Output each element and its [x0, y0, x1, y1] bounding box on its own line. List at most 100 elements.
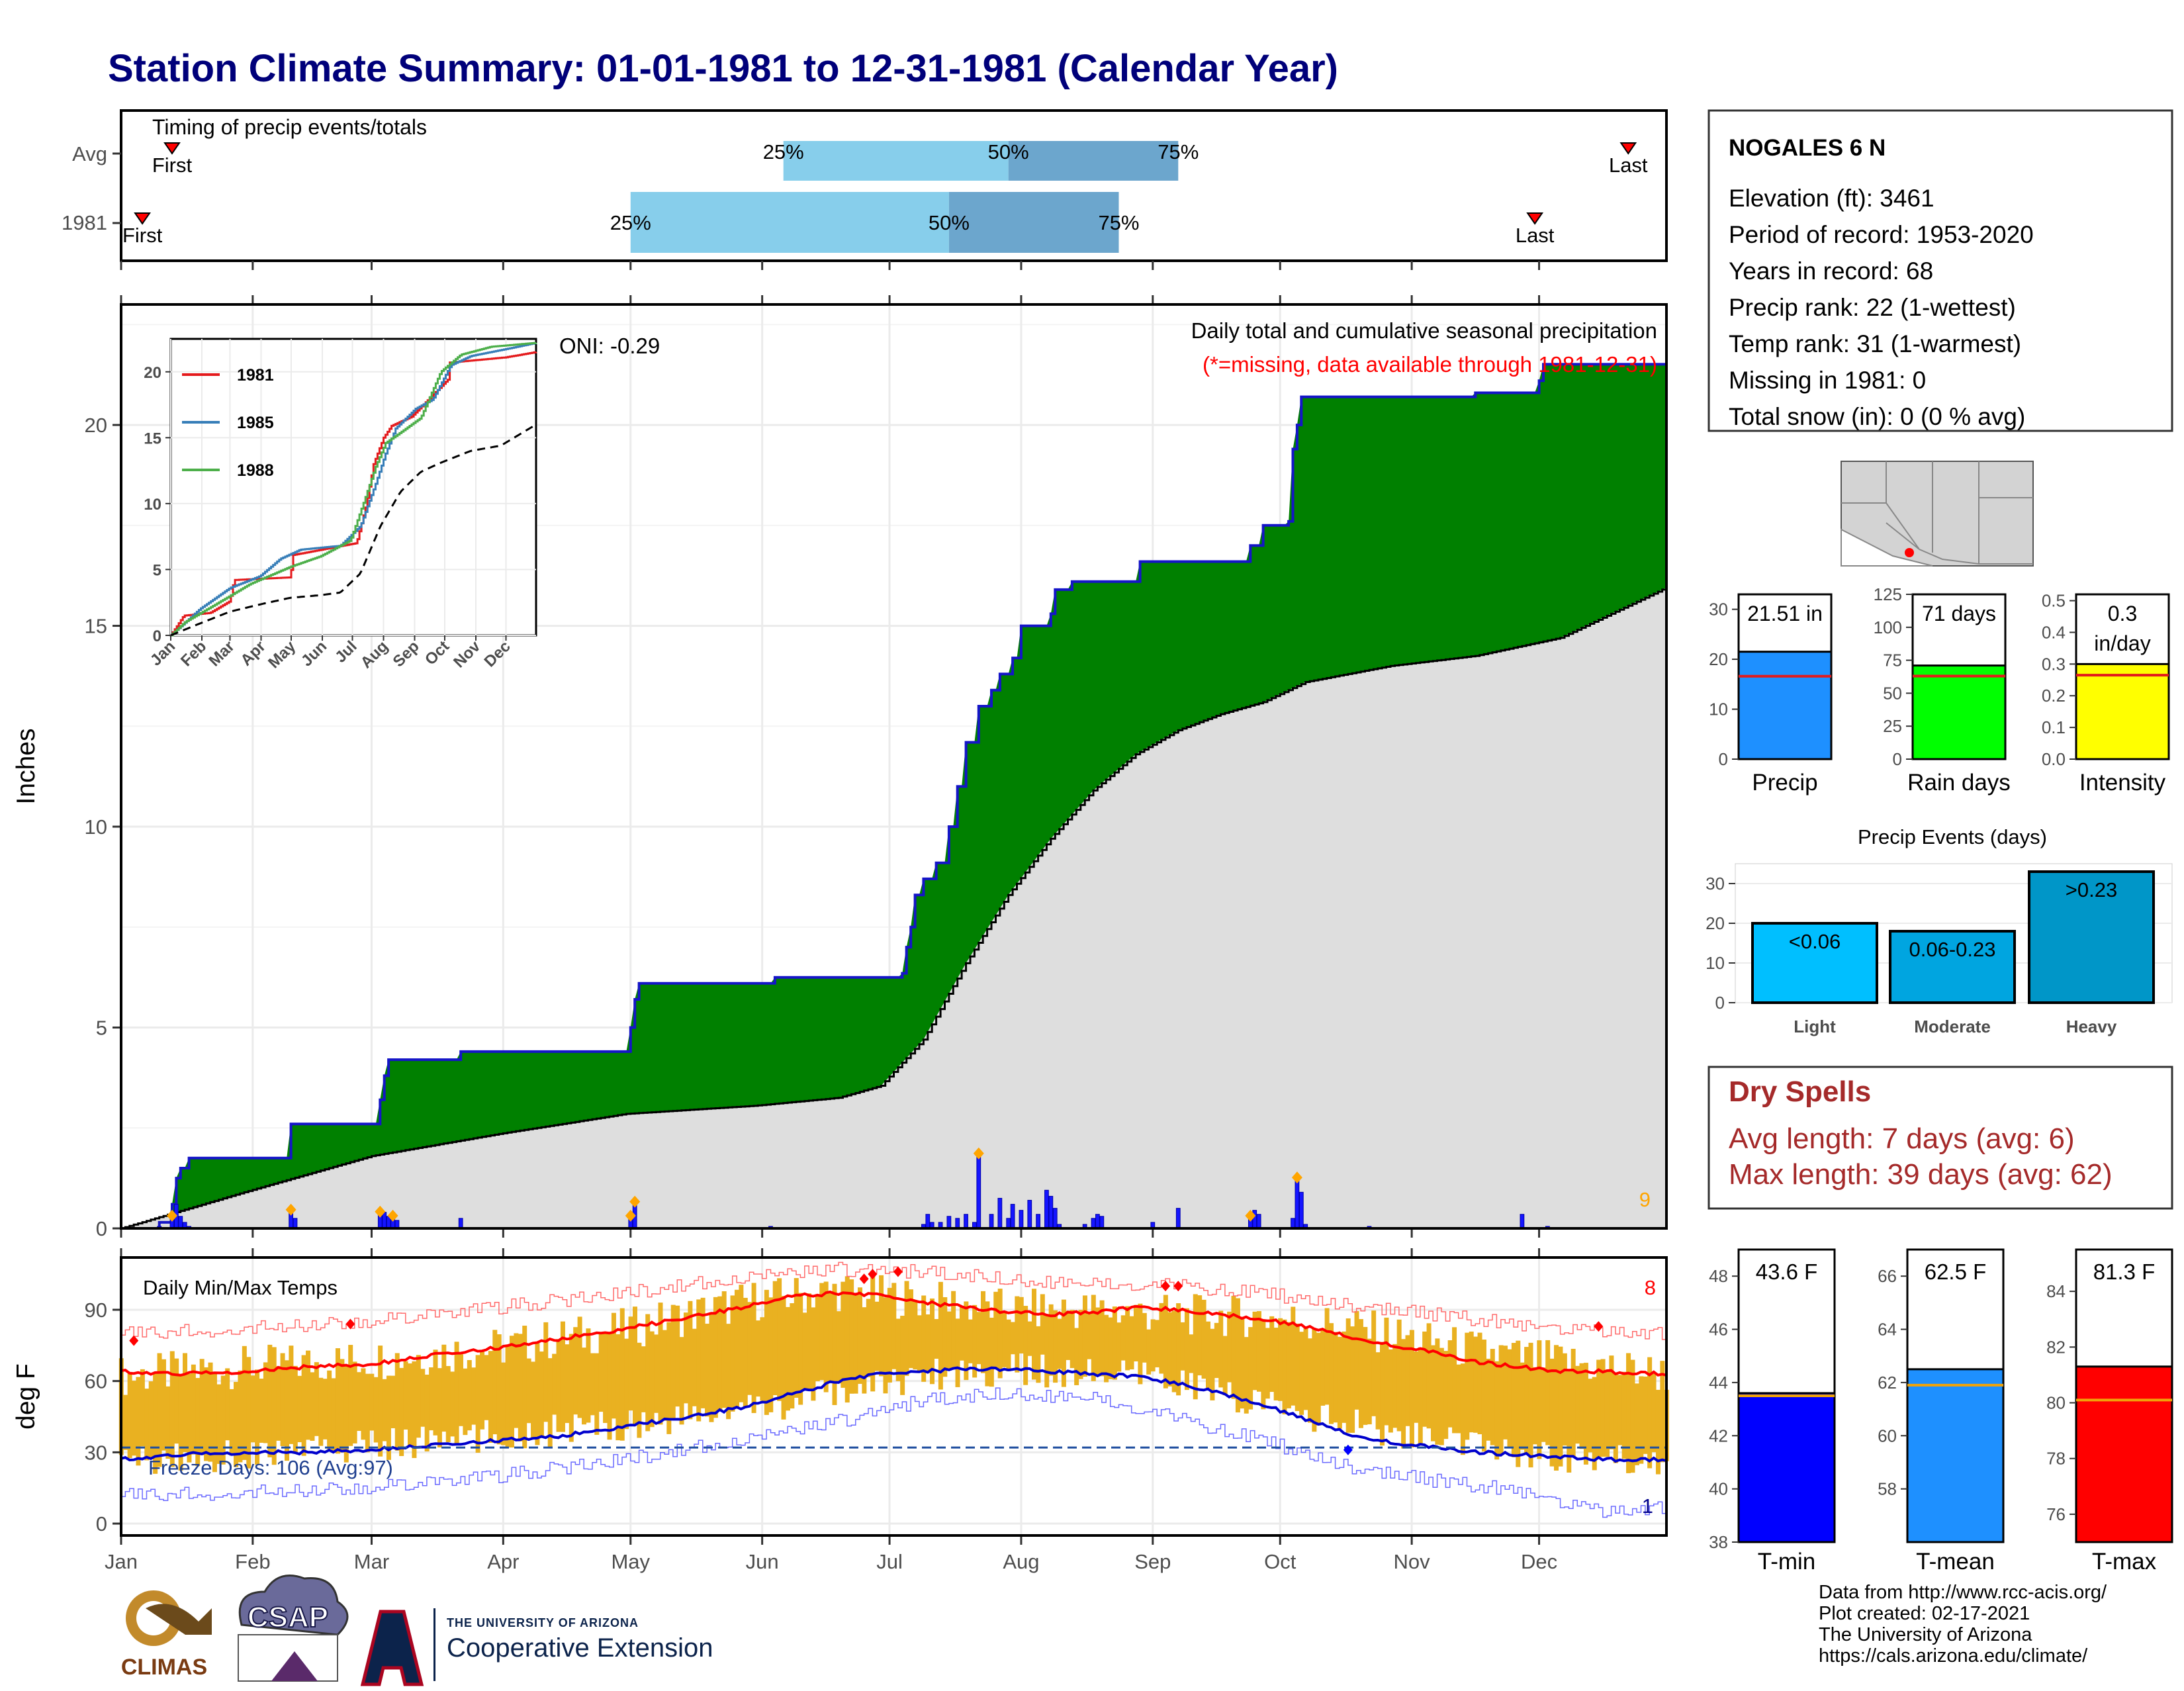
temp-bar-ytick-label: 44	[1709, 1373, 1728, 1393]
daily-temp-range-bar	[654, 1334, 659, 1413]
daily-temp-range-bar	[683, 1312, 688, 1404]
footer-website[interactable]: https://cals.arizona.edu/climate/	[1819, 1645, 2088, 1667]
daily-temp-range-bar	[607, 1332, 612, 1440]
daily-precip-bar	[1256, 1214, 1261, 1229]
daily-precip-bar	[1298, 1191, 1304, 1229]
month-label: Aug	[1003, 1550, 1039, 1573]
daily-temp-range-bar	[1184, 1308, 1189, 1391]
timing-q25-label: 25%	[610, 211, 651, 234]
inset-legend-label: 1985	[237, 414, 274, 432]
daily-temp-range-bar	[1248, 1327, 1253, 1410]
daily-temp-range-bar	[981, 1291, 986, 1373]
daily-temp-range-bar	[679, 1337, 684, 1425]
daily-temp-range-bar	[1269, 1316, 1275, 1393]
daily-temp-range-bar	[760, 1317, 765, 1401]
daily-temp-range-bar	[1634, 1383, 1639, 1465]
inset-series-1988	[171, 342, 537, 637]
daily-temp-range-bar	[1078, 1310, 1083, 1379]
daily-temp-range-bar	[1545, 1340, 1551, 1445]
daily-temp-range-bar	[1142, 1312, 1147, 1363]
cumulative-1981-line	[121, 363, 1666, 1230]
daily-temp-range-bar	[556, 1339, 561, 1432]
daily-temp-range-bar	[1053, 1310, 1058, 1383]
precip-ytick-label: 5	[96, 1017, 107, 1040]
dry-spells-avg: Avg length: 7 days (avg: 6)	[1729, 1122, 2075, 1155]
daily-temp-range-bar	[785, 1306, 790, 1411]
daily-temp-range-bar	[1329, 1323, 1334, 1424]
events-bar-label: Light	[1794, 1017, 1836, 1036]
temp-bar-label: T-mean	[1916, 1549, 1995, 1575]
daily-temp-range-bar	[730, 1295, 735, 1412]
station-period: Period of record: 1953-2020	[1729, 221, 2034, 248]
daily-temp-range-bar	[1516, 1340, 1521, 1467]
events-ytick-label: 0	[1715, 993, 1725, 1013]
daily-temp-range-bar	[942, 1297, 948, 1377]
daily-temp-range-bar	[1430, 1345, 1435, 1441]
summary-ytick-label: 10	[1709, 700, 1728, 719]
daily-temp-range-bar	[798, 1293, 803, 1405]
daily-precip-bar	[925, 1214, 931, 1229]
daily-temp-range-bar	[399, 1367, 404, 1456]
temp-bar-value: 43.6 F	[1756, 1259, 1818, 1284]
summary-bar-1	[1911, 664, 2007, 760]
daily-temp-range-bar	[208, 1362, 213, 1462]
daily-temp-range-bar	[1171, 1310, 1177, 1393]
temp-bar-label: T-max	[2092, 1549, 2157, 1575]
daily-temp-range-bar	[1604, 1370, 1610, 1457]
daily-temp-range-bar	[437, 1368, 442, 1447]
daily-temp-range-bar	[463, 1368, 468, 1436]
daily-temp-range-bar	[946, 1311, 952, 1371]
daily-temp-range-bar	[726, 1324, 731, 1420]
month-label: Jul	[876, 1550, 903, 1573]
daily-temp-range-bar	[144, 1389, 150, 1461]
footer-plot-created: Plot created: 02-17-2021	[1819, 1603, 2030, 1624]
events-bar-range: >0.23	[2066, 878, 2117, 901]
daily-temp-range-bar	[1091, 1295, 1096, 1381]
month-label: Nov	[1394, 1550, 1431, 1573]
daily-temp-range-bar	[416, 1355, 421, 1438]
daily-temp-range-bar	[1273, 1328, 1279, 1400]
daily-temp-range-bar	[985, 1301, 990, 1387]
daily-temp-range-bar	[361, 1368, 366, 1440]
daily-temp-range-bar	[327, 1370, 332, 1449]
daily-temp-range-bar	[394, 1353, 400, 1451]
daily-temp-range-bar	[1460, 1363, 1465, 1455]
daily-temp-range-bar	[148, 1381, 154, 1459]
daily-temp-range-bar	[1159, 1303, 1164, 1374]
daily-temp-range-bar	[408, 1363, 413, 1446]
daily-temp-range-bar	[874, 1301, 880, 1371]
daily-temp-range-bar	[972, 1304, 978, 1378]
daily-temp-range-bar	[1350, 1326, 1355, 1433]
timing-first-label: First	[152, 154, 193, 177]
daily-precip-bar	[1027, 1200, 1032, 1229]
timing-q75-label: 75%	[1158, 140, 1199, 163]
daily-temp-range-bar	[1532, 1367, 1537, 1445]
missing-marker	[375, 1205, 386, 1218]
timing-q50-label: 50%	[929, 211, 970, 234]
summary-ytick-label: 0	[1893, 749, 1902, 769]
daily-temp-range-bar	[1443, 1351, 1449, 1440]
daily-temp-range-bar	[518, 1334, 523, 1441]
daily-temp-range-bar	[1010, 1322, 1015, 1355]
daily-temp-range-bar	[1120, 1315, 1126, 1361]
daily-temp-range-bar	[1655, 1389, 1661, 1475]
timing-q50-label: 50%	[988, 140, 1029, 163]
record-max-marker	[1594, 1321, 1604, 1332]
temp-min-missing-count: 1	[1642, 1494, 1653, 1518]
daily-temp-range-bar	[569, 1334, 574, 1442]
daily-temp-range-bar	[165, 1386, 171, 1459]
missing-marker	[285, 1203, 296, 1216]
daily-temp-range-bar	[458, 1354, 463, 1426]
daily-temp-range-bar	[306, 1350, 311, 1440]
summary-ytick-label: 0.3	[2042, 654, 2066, 674]
daily-temp-range-bar	[1197, 1295, 1203, 1376]
station-temp-rank: Temp rank: 31 (1-warmest)	[1729, 330, 2021, 357]
climas-logo: CLIMAS	[111, 1590, 217, 1680]
daily-temp-range-bar	[573, 1327, 578, 1415]
daily-temp-range-bar	[505, 1345, 510, 1447]
daily-temp-range-bar	[289, 1346, 294, 1444]
daily-temp-range-bar	[1210, 1328, 1215, 1400]
daily-temp-range-bar	[1036, 1326, 1041, 1383]
csap-logo: CSAP	[238, 1575, 349, 1682]
